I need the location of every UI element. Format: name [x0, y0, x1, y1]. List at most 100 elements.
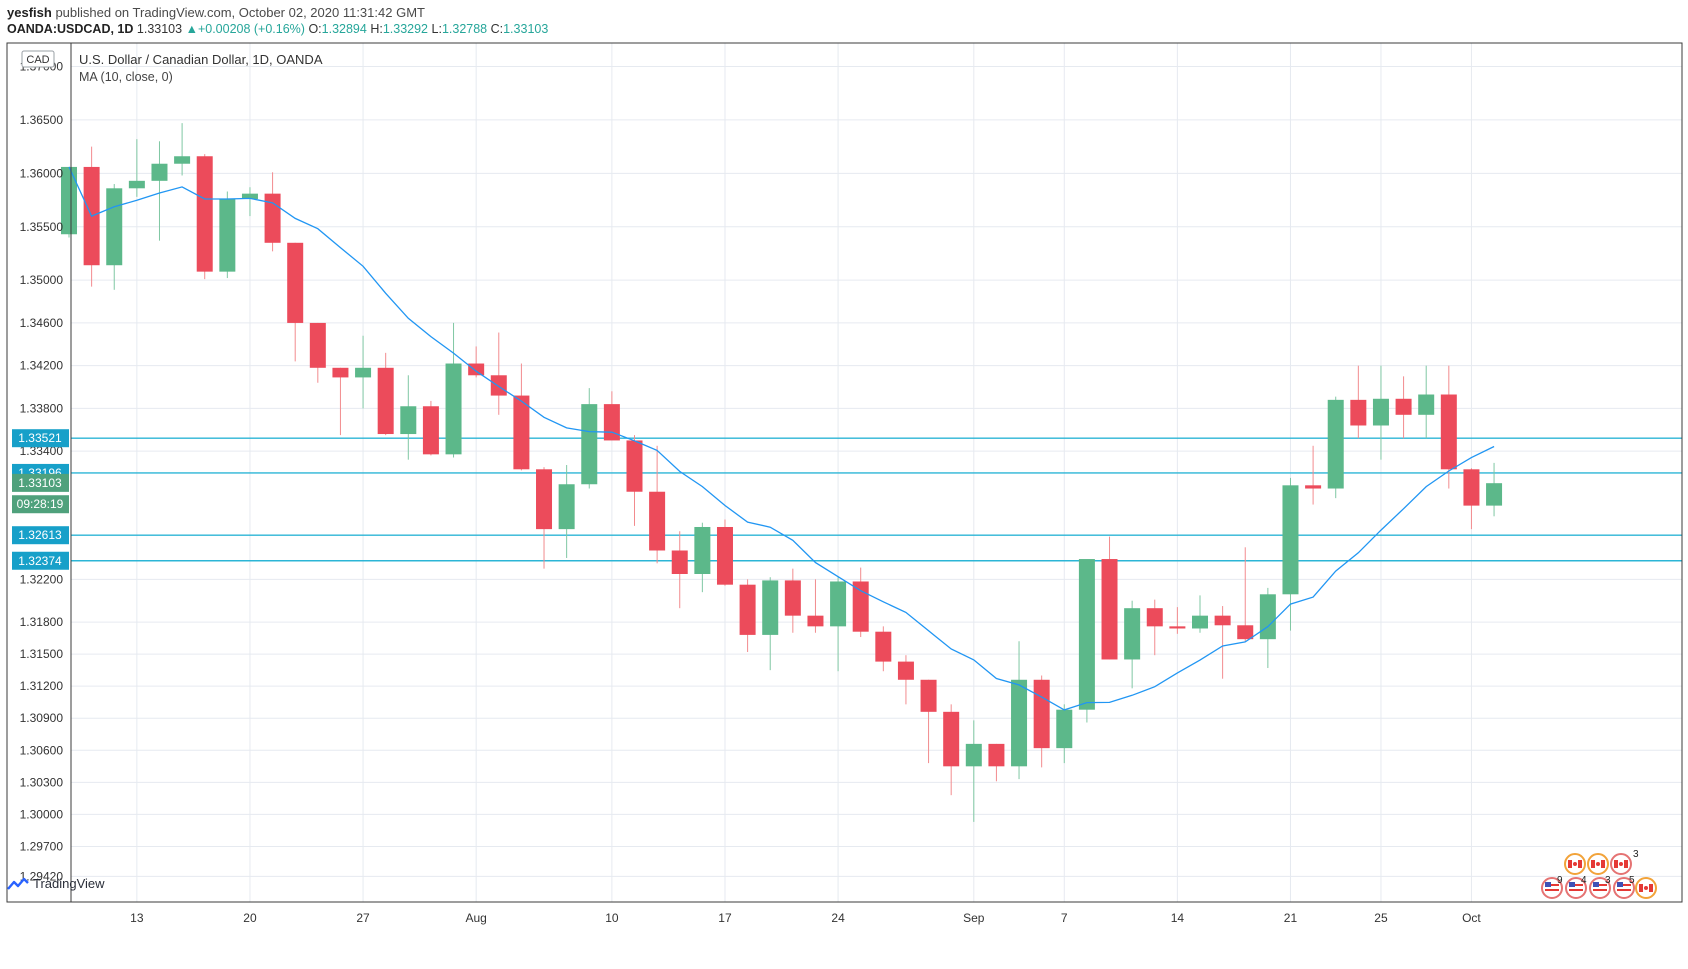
candle: [1237, 547, 1254, 642]
candle: [355, 335, 372, 409]
candle: [830, 577, 847, 672]
price-badge: 1.32374: [12, 551, 69, 570]
candle-body: [536, 469, 553, 530]
candle-body: [988, 743, 1005, 767]
candle-body: [1350, 399, 1367, 426]
candle: [716, 519, 733, 586]
candle-body: [1305, 485, 1322, 489]
candle: [649, 445, 666, 564]
candle-body: [1463, 469, 1480, 506]
time-tick-label: 17: [718, 911, 732, 925]
price-tick-label: 1.29700: [20, 839, 64, 853]
currency-badge[interactable]: CAD: [21, 50, 55, 68]
candle-body: [603, 404, 620, 441]
candle: [468, 346, 485, 378]
candle-body: [626, 440, 643, 492]
candle: [558, 465, 575, 558]
candle-body: [581, 404, 598, 485]
brand-label[interactable]: TradingView: [33, 876, 105, 891]
open-value: 1.32894: [321, 22, 367, 36]
candle-body: [151, 163, 168, 181]
candle: [422, 400, 439, 456]
candle-body: [1011, 679, 1028, 767]
event-count: 3: [1633, 849, 1639, 860]
time-tick-label: 13: [130, 911, 144, 925]
economic-events[interactable]: 3 9 4 3 5: [1541, 849, 1657, 899]
time-axis[interactable]: 13 20 27 Aug 10 17 24 Sep 7 14 21 25 Oct: [130, 911, 1481, 925]
price-badges: 1.335211.331961.3310309:28:191.326131.32…: [12, 429, 69, 570]
candle-body: [1056, 709, 1073, 749]
candle: [445, 322, 462, 458]
candle-body: [61, 166, 77, 235]
us-flag-icon[interactable]: [1589, 877, 1611, 899]
us-flag-icon[interactable]: [1541, 877, 1563, 899]
price-badge: 09:28:19: [12, 495, 69, 514]
price-badge-box: [12, 526, 69, 545]
candle-body: [558, 484, 575, 530]
candle: [988, 743, 1005, 782]
us-flag-icon[interactable]: [1565, 877, 1587, 899]
candle-body: [739, 584, 756, 635]
candle: [762, 577, 779, 671]
low-label: L:: [431, 22, 442, 36]
close-value: 1.33103: [503, 22, 549, 36]
canada-flag-icon[interactable]: [1610, 853, 1632, 875]
candle: [287, 242, 304, 362]
candle-body: [694, 526, 711, 574]
candle: [106, 184, 123, 290]
candle-body: [1124, 608, 1141, 660]
candle-body: [468, 363, 485, 376]
candle-body: [875, 631, 892, 662]
canada-flag-icon[interactable]: [1587, 853, 1609, 875]
price-badge-box: [12, 429, 69, 448]
candle: [1056, 704, 1073, 764]
author-name[interactable]: yesfish: [7, 5, 52, 20]
candle: [1259, 587, 1276, 669]
high-label: H:: [370, 22, 383, 36]
candle-body: [1214, 615, 1231, 626]
candle: [920, 679, 937, 764]
time-tick-label: 7: [1061, 911, 1068, 925]
time-tick-label: 27: [356, 911, 370, 925]
price-tick-label: 1.35500: [20, 220, 64, 234]
event-count: 4: [1581, 875, 1587, 886]
candle: [309, 322, 326, 383]
candle-body: [649, 491, 666, 551]
high-value: 1.33292: [382, 22, 429, 36]
ma-line: [68, 166, 1495, 711]
candle: [694, 522, 711, 593]
price-badge-box: [12, 551, 69, 570]
candle-body: [1101, 559, 1118, 660]
event-count: 9: [1557, 875, 1563, 886]
canada-flag-icon[interactable]: [1564, 853, 1586, 875]
price-tick-label: 1.30000: [20, 807, 64, 821]
candle: [1350, 365, 1367, 439]
candle: [1192, 595, 1208, 633]
candle: [852, 567, 869, 638]
time-tick-label: 20: [243, 911, 257, 925]
candle: [536, 467, 553, 569]
publish-line: yesfish published on TradingView.com, Oc…: [7, 5, 425, 20]
last-price: 1.33103: [136, 22, 183, 36]
symbol-label: OANDA:USDCAD, 1D: [7, 22, 134, 36]
legend-ma[interactable]: MA (10, close, 0): [79, 70, 173, 84]
candle: [1486, 462, 1503, 517]
candle-body: [1078, 559, 1095, 710]
candle: [377, 352, 394, 436]
canada-flag-icon[interactable]: [1635, 877, 1657, 899]
candle: [965, 720, 982, 822]
candle: [1078, 559, 1095, 723]
candle-body: [784, 580, 801, 616]
candle: [1214, 606, 1231, 679]
candle-body: [1327, 399, 1344, 489]
close-label: C:: [490, 22, 504, 36]
candle: [1169, 607, 1186, 634]
price-tick-label: 1.33400: [20, 444, 64, 458]
candle-body: [830, 581, 847, 627]
footer: TradingView: [7, 876, 105, 891]
price-tick-label: 1.34600: [20, 316, 64, 330]
candle: [1372, 365, 1389, 460]
candle: [174, 123, 191, 176]
us-flag-icon[interactable]: [1613, 877, 1635, 899]
